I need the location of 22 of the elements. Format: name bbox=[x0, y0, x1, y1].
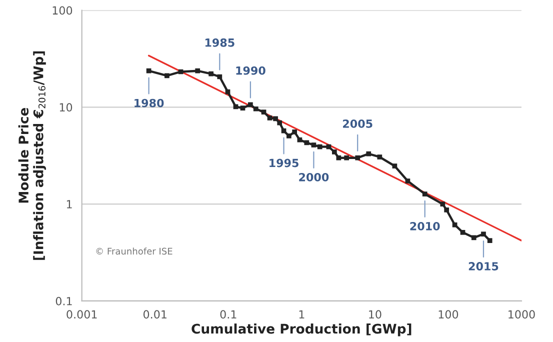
annotation: 2000 bbox=[299, 172, 329, 182]
annotation: 2005 bbox=[343, 119, 372, 128]
annotation: 1980 bbox=[134, 98, 164, 108]
y-tick-label: 0.1 bbox=[56, 296, 72, 306]
x-tick-label: 0.01 bbox=[143, 310, 166, 319]
y-tick-label: 100 bbox=[52, 6, 72, 15]
annotation: 1985 bbox=[205, 38, 234, 47]
y-tick-label: 10 bbox=[60, 103, 72, 112]
annotation: 1995 bbox=[270, 158, 298, 168]
y-tick-label: 1 bbox=[66, 200, 72, 208]
annotation: © Fraunhofer ISE bbox=[96, 248, 172, 255]
x-tick-label: 10 bbox=[369, 310, 382, 319]
annotation: 2015 bbox=[468, 262, 498, 270]
annotation: 1990 bbox=[236, 66, 266, 75]
x-axis-title: Cumulative Production [GWp] bbox=[192, 324, 412, 336]
x-tick-label: 100 bbox=[438, 310, 458, 319]
x-tick-label: 0.001 bbox=[66, 310, 97, 319]
x-tick-label: 1000 bbox=[508, 310, 535, 319]
x-tick-label: 0.1 bbox=[220, 310, 236, 319]
x-tick-label: 1 bbox=[299, 310, 304, 318]
y-axis-title: Module Price [Inflation adjusted €$_{2016}$/Wp] bbox=[18, 51, 46, 260]
annotation: 2010 bbox=[410, 222, 440, 230]
